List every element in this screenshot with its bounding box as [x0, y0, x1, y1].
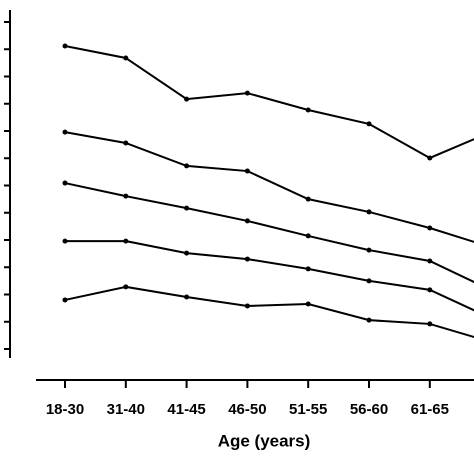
- x-axis-label: Age (years): [218, 431, 311, 450]
- data-point: [305, 266, 311, 272]
- x-tick-label: 31-40: [107, 401, 145, 418]
- x-tick-label: 61-65: [411, 401, 449, 418]
- series-line: [64, 131, 474, 243]
- data-point: [427, 258, 433, 264]
- x-tick-label: 18-30: [46, 401, 84, 418]
- data-point: [62, 43, 68, 49]
- data-point: [427, 287, 433, 293]
- data-point: [244, 303, 250, 309]
- data-point: [244, 218, 250, 224]
- data-point: [123, 55, 129, 61]
- data-point: [427, 321, 433, 327]
- data-point: [184, 205, 190, 211]
- data-point: [244, 168, 250, 174]
- data-point: [184, 294, 190, 300]
- data-point: [62, 129, 68, 135]
- data-point: [62, 238, 68, 244]
- data-point: [305, 196, 311, 202]
- data-point: [427, 225, 433, 231]
- data-point: [305, 107, 311, 113]
- data-point: [366, 247, 372, 253]
- x-tick-label: 51-55: [289, 401, 327, 418]
- data-point: [305, 233, 311, 239]
- data-point: [184, 250, 190, 256]
- data-point: [184, 163, 190, 169]
- data-point: [244, 256, 250, 262]
- series-line: [64, 182, 474, 284]
- data-point: [123, 284, 129, 290]
- data-point: [427, 155, 433, 161]
- data-point: [123, 193, 129, 199]
- x-tick-label: 41-45: [167, 401, 205, 418]
- x-tick-label: 56-60: [350, 401, 388, 418]
- data-point: [366, 317, 372, 323]
- data-point: [366, 278, 372, 284]
- data-point: [366, 121, 372, 127]
- series-line: [65, 240, 474, 312]
- data-point: [123, 238, 129, 244]
- series-line: [64, 44, 474, 160]
- data-point: [244, 90, 250, 96]
- x-tick-label: 46-50: [228, 401, 266, 418]
- data-point: [305, 301, 311, 307]
- data-point: [62, 297, 68, 303]
- series-line: [64, 285, 474, 339]
- data-point: [184, 96, 190, 102]
- data-point: [366, 209, 372, 215]
- data-point: [62, 180, 68, 186]
- data-point: [123, 140, 129, 146]
